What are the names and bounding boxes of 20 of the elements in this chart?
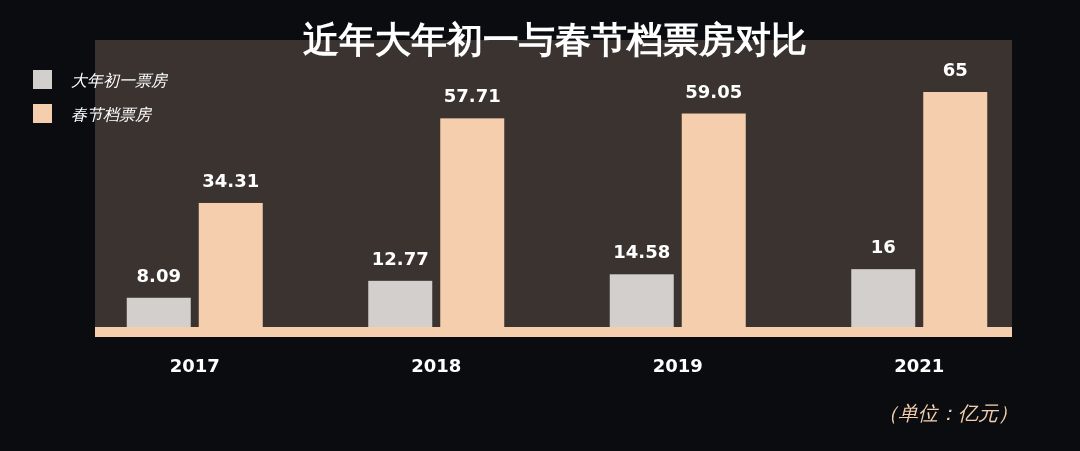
- bar: [851, 269, 916, 327]
- x-tick-label: 2019: [652, 355, 703, 376]
- chart-title: 近年大年初一与春节档票房对比: [303, 19, 807, 60]
- bar: [126, 297, 191, 327]
- legend-label: 春节档票房: [71, 105, 153, 124]
- data-label: 57.71: [443, 85, 501, 107]
- x-tick-label: 2018: [411, 355, 462, 376]
- bar: [609, 274, 674, 327]
- data-label: 59.05: [685, 80, 743, 102]
- legend-label: 大年初一票房: [71, 71, 169, 90]
- text: （单位：亿元）: [878, 401, 1018, 425]
- data-label: 8.09: [136, 264, 181, 286]
- data-label: 65: [942, 59, 968, 80]
- data-label: 12.77: [371, 247, 429, 269]
- data-label: 14.58: [613, 241, 671, 263]
- x-tick-label: 2017: [169, 355, 220, 376]
- data-label: 16: [870, 236, 896, 258]
- data-label: 34.31: [202, 169, 260, 191]
- x-tick-label: 2021: [894, 355, 945, 376]
- bar: [368, 280, 433, 327]
